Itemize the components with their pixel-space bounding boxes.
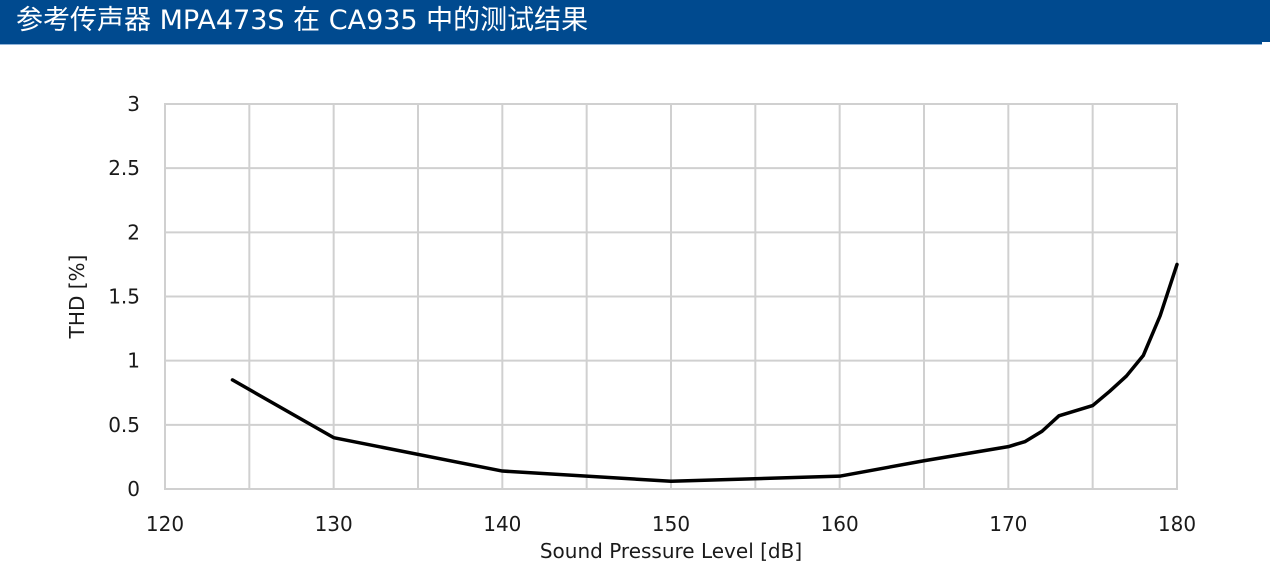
y-tick-label: 3	[127, 92, 140, 116]
x-tick-label: 120	[146, 512, 184, 536]
series-line	[230, 262, 1179, 484]
header-bar: 参考传声器 MPA473S 在 CA935 中的测试结果	[0, 0, 1270, 42]
header-divider-light	[0, 44, 1262, 45]
header-divider	[0, 42, 1262, 44]
y-tick-label: 0.5	[108, 413, 140, 437]
y-axis-title: THD [%]	[65, 255, 89, 340]
x-tick-label: 130	[315, 512, 353, 536]
plot-area-frame	[164, 103, 1178, 490]
y-tick-label: 2.5	[108, 156, 140, 180]
x-axis-title: Sound Pressure Level [dB]	[540, 539, 802, 563]
y-tick-label: 2	[127, 220, 140, 244]
x-tick-label: 140	[483, 512, 521, 536]
y-tick-label: 1.5	[108, 285, 140, 309]
x-tick-label: 180	[1158, 512, 1196, 536]
page-title: 参考传声器 MPA473S 在 CA935 中的测试结果	[16, 5, 589, 36]
x-tick-label: 150	[652, 512, 690, 536]
x-tick-label: 170	[989, 512, 1027, 536]
series-layer	[230, 262, 1179, 484]
x-tick-label: 160	[821, 512, 859, 536]
y-tick-label: 1	[127, 349, 140, 373]
y-tick-labels: 0 0.5 1 1.5 2 2.5 3	[108, 92, 140, 501]
y-tick-label: 0	[127, 477, 140, 501]
x-tick-labels: 120 130 140 150 160 170 180	[146, 512, 1196, 536]
